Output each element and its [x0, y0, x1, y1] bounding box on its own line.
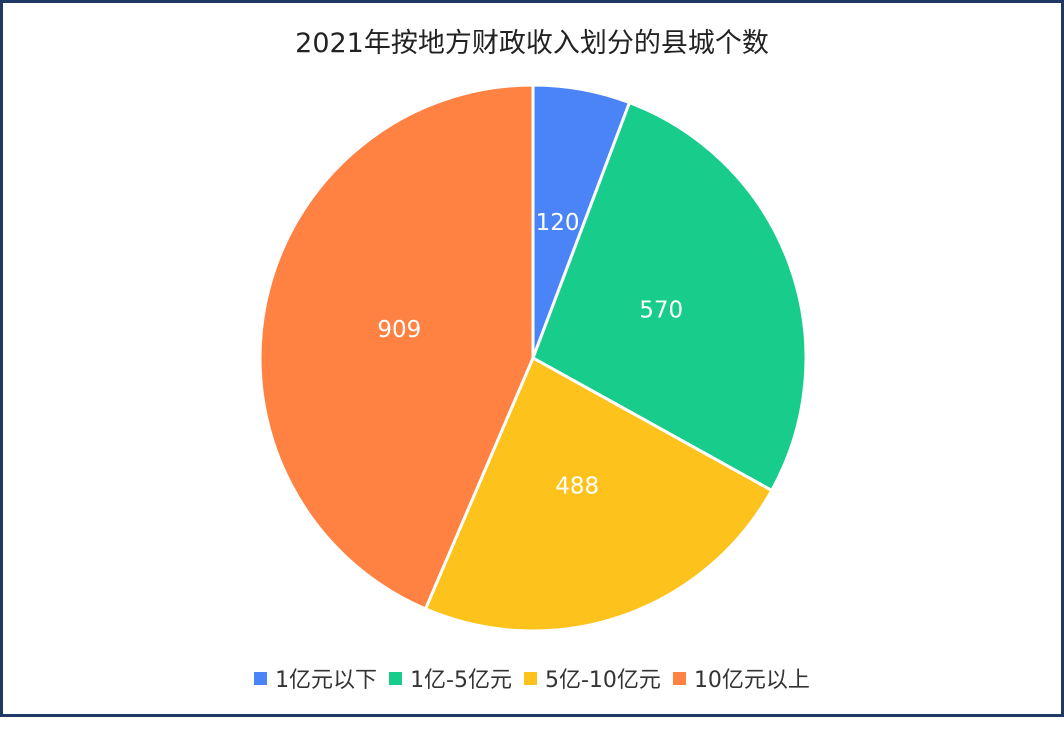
legend-item[interactable]: 10亿元以上 — [672, 662, 810, 694]
legend-item[interactable]: 1亿元以下 — [254, 662, 377, 694]
pie-slice — [258, 83, 535, 611]
pie-slice — [531, 101, 808, 492]
legend-item[interactable]: 5亿-10亿元 — [524, 662, 661, 694]
pie-slices — [258, 83, 808, 633]
legend-label: 10亿元以上 — [693, 668, 810, 693]
slice-value-label: 120 — [536, 210, 580, 236]
legend-item[interactable]: 1亿-5亿元 — [389, 662, 512, 694]
pie-chart: 120 570 488 909 — [258, 83, 808, 633]
legend-label: 5亿-10亿元 — [545, 668, 661, 693]
slice-value-label: 570 — [639, 298, 683, 324]
legend-label: 1亿元以下 — [275, 668, 378, 693]
slice-value-label: 909 — [377, 317, 421, 343]
legend-swatch — [672, 671, 686, 685]
legend: 1亿元以下 1亿-5亿元 5亿-10亿元 10亿元以上 — [3, 662, 1061, 694]
slice-labels: 120 570 488 909 — [377, 210, 683, 499]
legend-label: 1亿-5亿元 — [410, 668, 512, 693]
chart-title: 2021年按地方财政收入划分的县城个数 — [295, 28, 769, 59]
legend-swatch — [389, 671, 403, 685]
pie-slice — [423, 356, 774, 633]
slice-value-label: 488 — [555, 474, 599, 500]
legend-swatch — [254, 671, 268, 685]
legend-swatch — [524, 671, 537, 685]
